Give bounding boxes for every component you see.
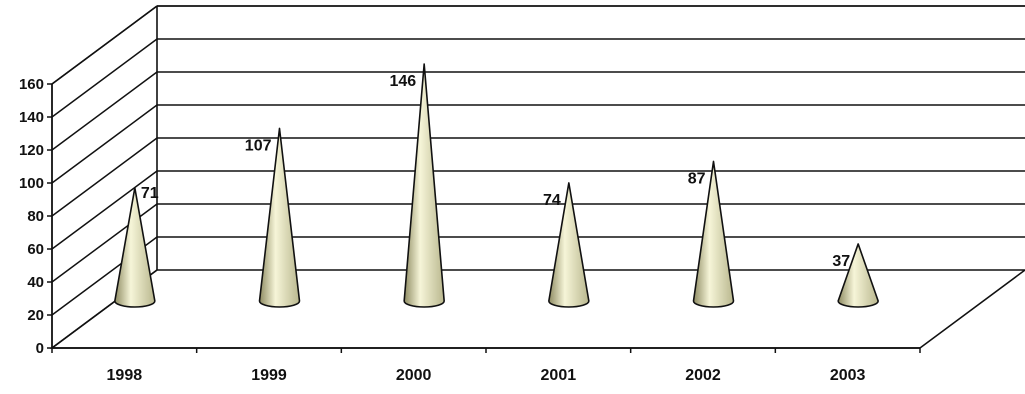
y-axis-ticks: 0 20 40 60 80 100 120 140 160 xyxy=(19,76,52,357)
floor-plane xyxy=(49,269,1025,349)
x-tick-label: 2003 xyxy=(830,367,866,384)
y-tick-label: 40 xyxy=(27,274,44,291)
gridline-side xyxy=(51,38,158,118)
cone-shape xyxy=(837,243,879,308)
cone-bar xyxy=(403,63,445,308)
cone-shape xyxy=(548,182,590,308)
data-label: 87 xyxy=(688,170,706,187)
cone-shape xyxy=(403,63,445,308)
y-tick-label: 20 xyxy=(27,307,44,324)
data-label: 146 xyxy=(389,73,416,90)
y-tick-label: 120 xyxy=(19,142,44,159)
gridline-side xyxy=(51,71,158,151)
x-axis-ticks: 1998 1999 2000 2001 2002 2003 xyxy=(51,348,921,384)
cone-series xyxy=(114,63,879,308)
gridline-side xyxy=(51,104,158,184)
cone-bar xyxy=(837,243,879,308)
y-tick-label: 60 xyxy=(27,241,44,258)
gridlines xyxy=(51,5,1025,349)
cone-shape xyxy=(258,127,301,308)
y-tick-label: 140 xyxy=(19,109,44,126)
y-tick-label: 100 xyxy=(19,175,44,192)
y-tick-label: 160 xyxy=(19,76,44,93)
gridline-side xyxy=(51,137,158,217)
data-label: 71 xyxy=(141,185,159,202)
cone-bar xyxy=(692,160,735,308)
data-label: 107 xyxy=(245,137,272,154)
cone-bar xyxy=(114,187,156,308)
y-tick-label: 80 xyxy=(27,208,44,225)
data-labels: 71 107 146 74 87 37 xyxy=(141,73,850,270)
x-tick-label: 1998 xyxy=(107,367,143,384)
gridline-side xyxy=(51,170,158,250)
y-tick-label: 0 xyxy=(36,340,44,357)
x-tick-label: 2002 xyxy=(685,367,721,384)
cone-bar xyxy=(258,127,301,308)
cone-shape xyxy=(692,160,735,308)
data-label: 37 xyxy=(832,253,850,270)
cone-bar xyxy=(548,182,590,308)
data-label: 74 xyxy=(543,192,561,209)
cone-shape xyxy=(114,187,156,308)
gridline-side xyxy=(51,5,158,85)
x-tick-label: 2001 xyxy=(541,367,577,384)
x-tick-label: 2000 xyxy=(396,367,432,384)
axes xyxy=(51,84,920,349)
x-tick-label: 1999 xyxy=(251,367,287,384)
chart-walls xyxy=(49,5,1025,349)
